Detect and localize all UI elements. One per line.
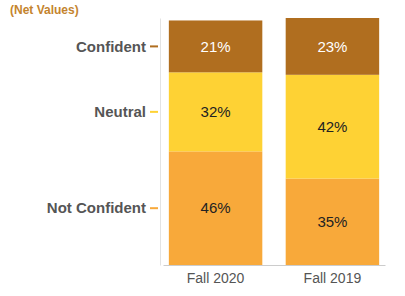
x-tick-label: Fall 2020 (187, 270, 245, 286)
data-label: 21% (201, 38, 231, 55)
y-axis (160, 19, 161, 266)
legend-label: Neutral (94, 103, 146, 120)
x-tick: Fall 2020 (187, 265, 245, 286)
legend-connector (150, 207, 158, 209)
bar-segment (286, 179, 379, 265)
bar-segment (286, 75, 379, 179)
data-label: 46% (201, 199, 231, 216)
data-label: 35% (317, 213, 347, 230)
legend-connector (150, 111, 158, 113)
data-label: 42% (317, 118, 347, 135)
legend-label: Confident (76, 38, 146, 55)
legend-connector (150, 45, 158, 47)
chart: Fall 2020 Fall 2019 46% 32% 21% 35% 42% 23% (Net… (0, 0, 405, 296)
legend: (Net Values) Not Confident Neutral Confiden… (10, 3, 158, 216)
bar-segment (169, 151, 262, 265)
x-axis: Fall 2020 Fall 2019 (164, 265, 386, 286)
bars (169, 18, 379, 265)
data-labels: 46% 32% 21% 35% 42% 23% (201, 38, 348, 230)
legend-label: Not Confident (47, 199, 146, 216)
y-axis-line (160, 19, 161, 266)
x-tick: Fall 2019 (304, 265, 362, 286)
data-label: 32% (201, 103, 231, 120)
bar-segment (169, 72, 262, 151)
legend-title: (Net Values) (10, 3, 79, 17)
x-tick-label: Fall 2019 (304, 270, 362, 286)
bar-segment (286, 18, 379, 75)
x-axis-line (164, 265, 386, 266)
data-label: 23% (317, 38, 347, 55)
bar-segment (169, 20, 262, 72)
